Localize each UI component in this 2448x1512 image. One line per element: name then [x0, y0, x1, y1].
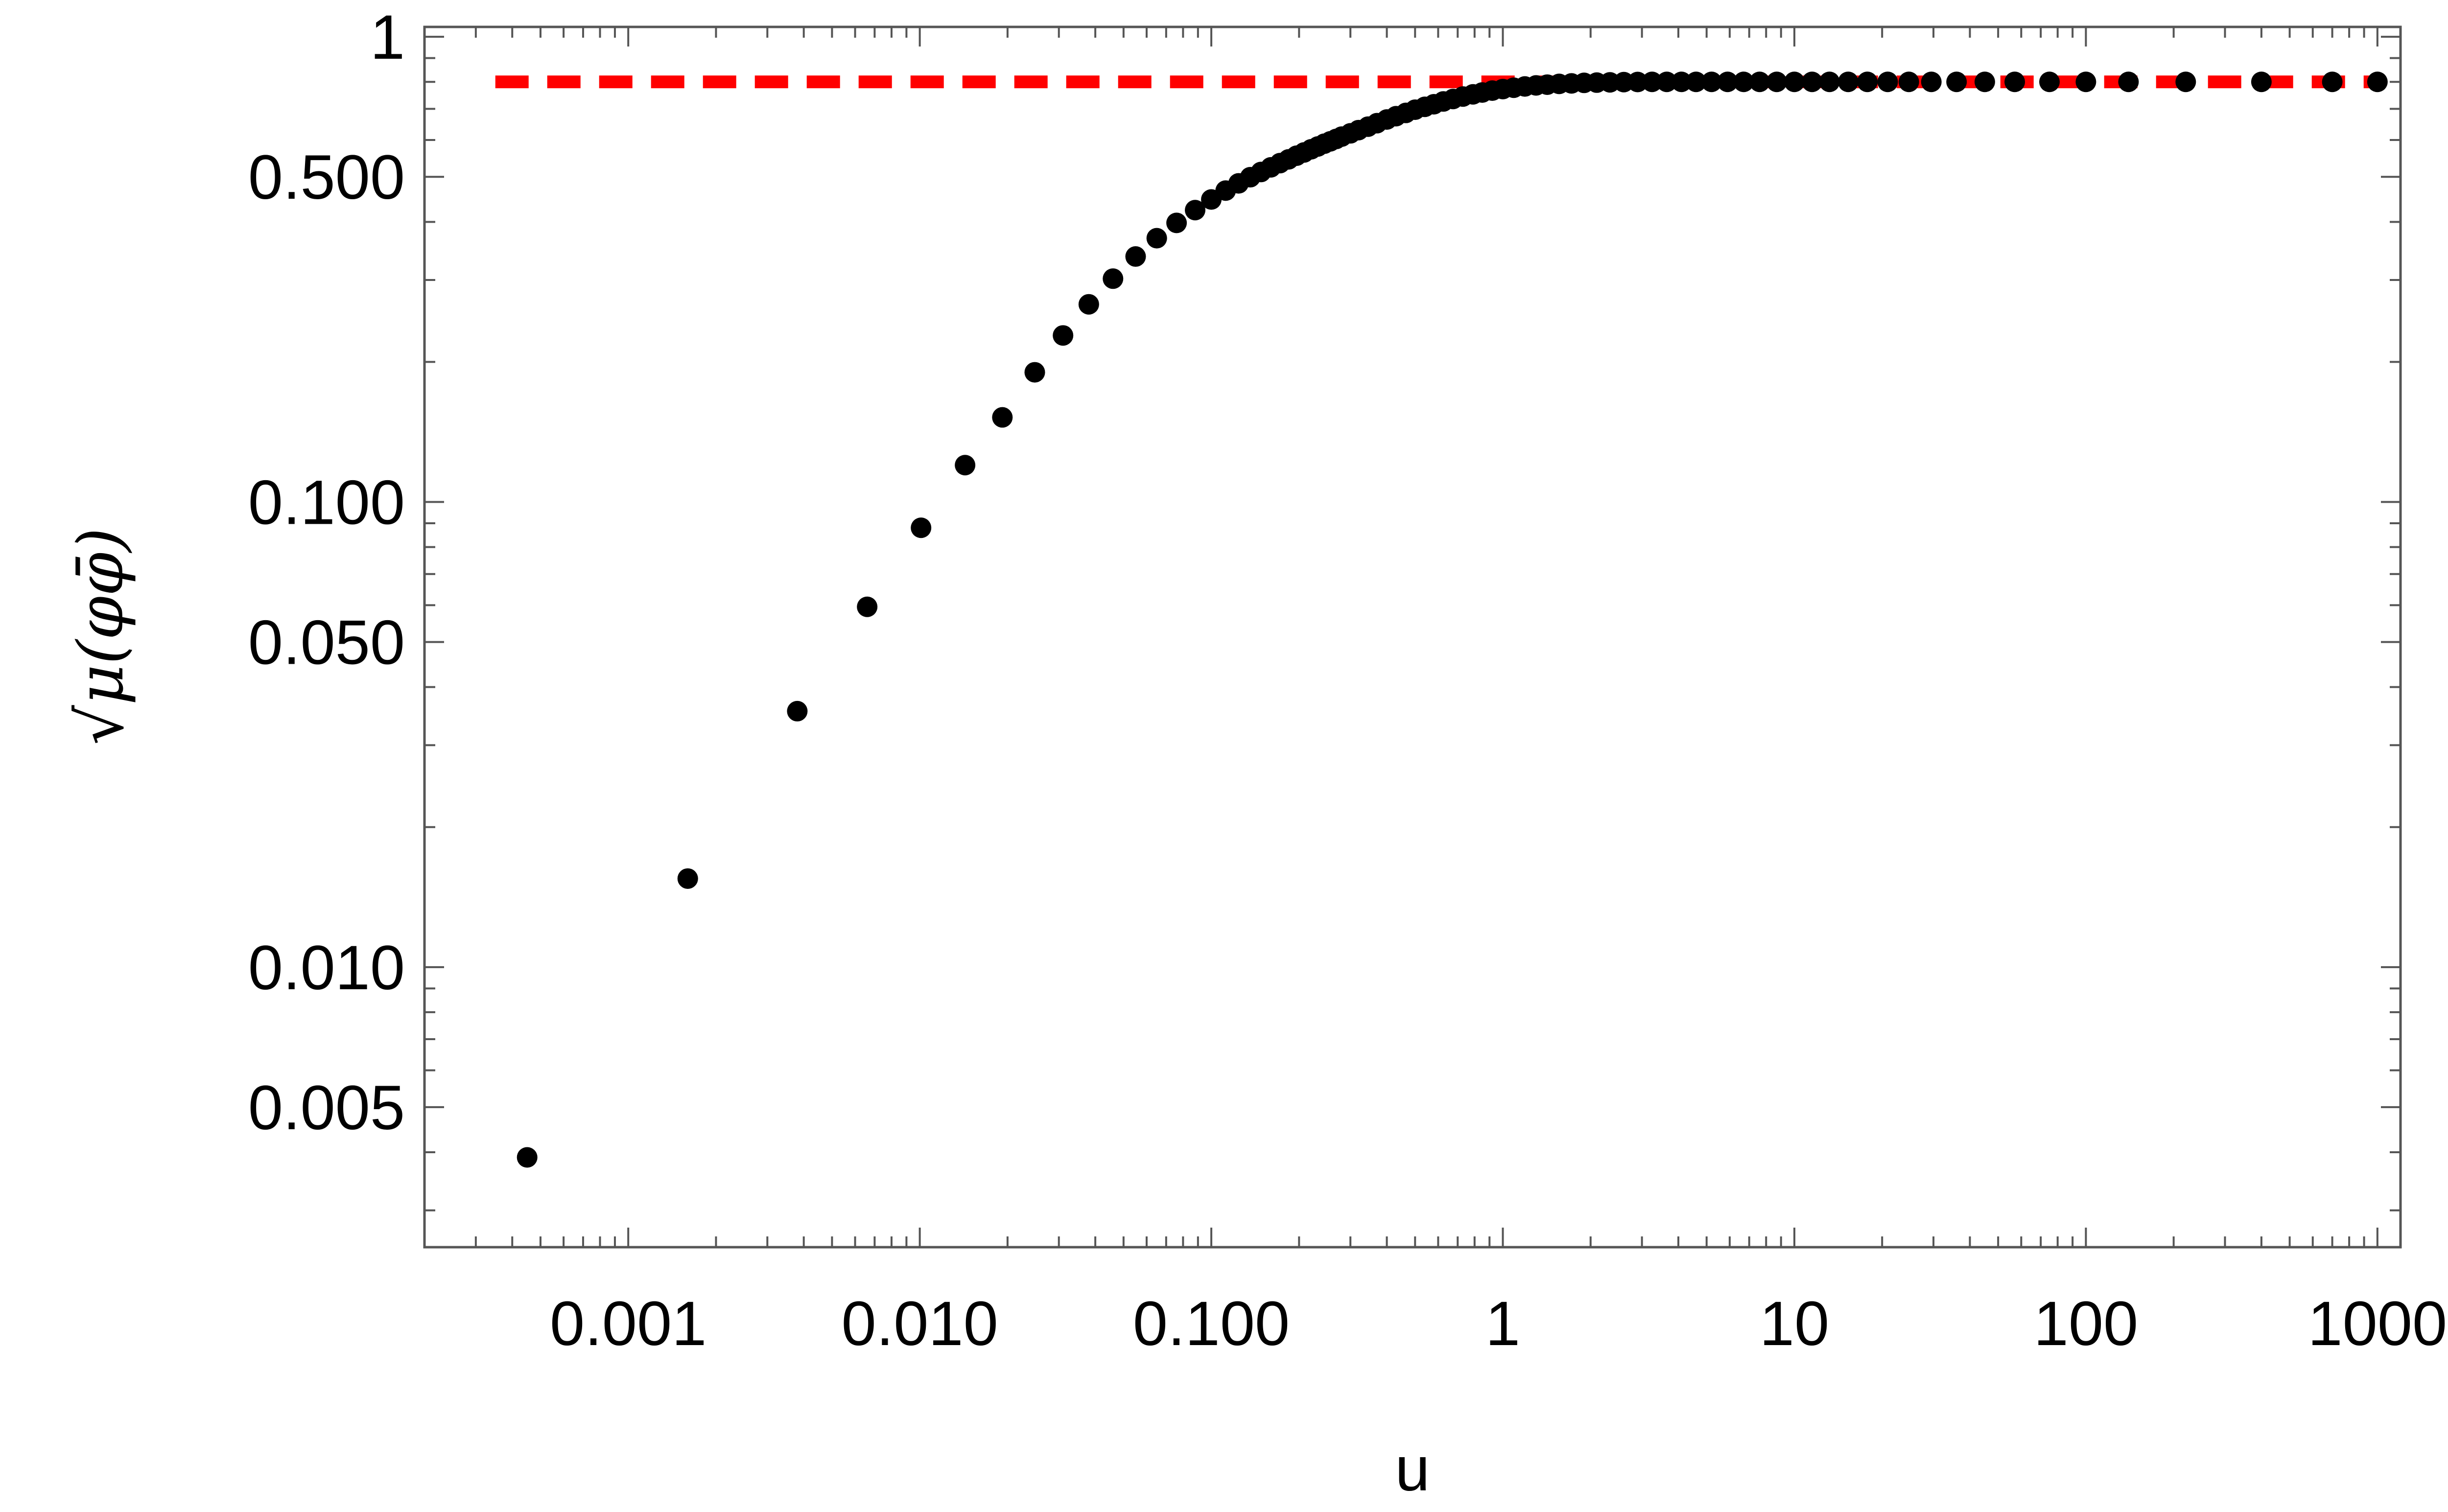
data-point	[2075, 71, 2096, 93]
data-point	[1642, 71, 1663, 93]
data-point	[1749, 71, 1770, 93]
data-point	[955, 455, 976, 476]
axis-tick-labels: 0.001 0.010 0.100 1 10 100 1000 0.005 0.010 0.050…	[248, 2, 2448, 1359]
data-point	[1857, 71, 1878, 93]
data-point	[677, 868, 698, 889]
data-point	[911, 517, 932, 538]
data-point	[1103, 268, 1124, 289]
data-point	[1078, 294, 1099, 315]
axis-ticks	[424, 27, 2401, 1247]
x-tick-label: 0.001	[550, 1289, 706, 1359]
y-tick-label: 0.010	[248, 933, 405, 1003]
data-point	[1024, 362, 1045, 383]
data-point	[1627, 71, 1648, 93]
y-tick-label: 0.100	[248, 467, 405, 537]
data-point	[1946, 71, 1967, 93]
data-point	[1671, 71, 1692, 93]
data-point	[1802, 71, 1823, 93]
svg-text:√μ(φφ̄): √μ(φφ̄)	[65, 528, 138, 745]
y-axis-label: √μ(φφ̄)	[65, 528, 138, 745]
x-tick-label: 0.100	[1133, 1289, 1290, 1359]
data-point	[1877, 71, 1898, 93]
data-point	[1701, 71, 1722, 93]
data-point	[1717, 71, 1738, 93]
data-point	[2039, 71, 2060, 93]
data-point	[1898, 71, 1919, 93]
x-tick-label: 1	[1485, 1289, 1520, 1359]
data-point	[1837, 71, 1859, 93]
y-tick-label: 0.050	[248, 608, 405, 678]
y-tick-label: 0.500	[248, 142, 405, 212]
x-tick-label: 100	[2034, 1289, 2139, 1359]
data-point	[2175, 71, 2196, 93]
data-point	[2251, 71, 2272, 93]
data-point	[1146, 228, 1167, 249]
data-point	[517, 1147, 538, 1168]
data-point	[1656, 71, 1677, 93]
x-tick-label: 1000	[2307, 1289, 2447, 1359]
data-point	[1185, 200, 1206, 221]
data-point	[857, 596, 878, 617]
x-axis-label: u	[1395, 1434, 1430, 1504]
data-point	[2118, 71, 2139, 93]
y-tick-label: 0.005	[248, 1073, 405, 1143]
y-tick-label: 1	[370, 2, 405, 72]
data-point	[2367, 71, 2388, 93]
plot-frame	[423, 25, 2402, 1249]
data-point	[1921, 71, 1942, 93]
data-point	[1819, 71, 1840, 93]
data-point	[2004, 71, 2025, 93]
data-point	[787, 700, 808, 721]
x-tick-label: 0.010	[841, 1289, 998, 1359]
data-point	[1974, 71, 1995, 93]
data-point	[1784, 71, 1805, 93]
data-point	[1166, 212, 1187, 233]
data-points	[517, 71, 2388, 1168]
data-point	[1766, 71, 1787, 93]
data-point	[992, 407, 1013, 428]
x-tick-label: 10	[1760, 1289, 1829, 1359]
data-point	[1053, 325, 1074, 346]
data-point	[2322, 71, 2343, 93]
data-point	[1125, 246, 1146, 267]
data-point	[1686, 71, 1707, 93]
data-point	[1733, 71, 1754, 93]
